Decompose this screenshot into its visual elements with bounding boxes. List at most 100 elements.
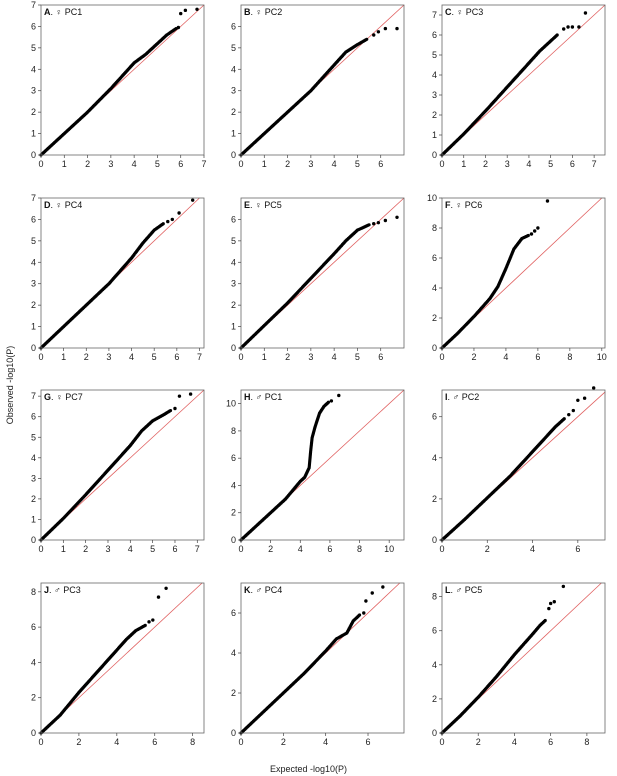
- y-tick-label: 2: [31, 494, 36, 504]
- panel-frame: [441, 197, 606, 349]
- panel-frame: [40, 389, 205, 541]
- qq-points: [39, 26, 178, 157]
- top-point: [176, 25, 181, 30]
- top-point: [545, 199, 550, 203]
- panel-frame: [40, 582, 205, 734]
- qq-points: [239, 400, 331, 542]
- y-tick-label: 0: [31, 343, 36, 353]
- top-point: [188, 392, 193, 396]
- y-tick-label: 1: [231, 322, 236, 332]
- x-tick-label: 6: [535, 352, 540, 362]
- panel-letter: K: [244, 585, 251, 595]
- top-point: [383, 218, 388, 223]
- top-point: [179, 11, 183, 16]
- panel-label: . ♂ PC5: [451, 585, 483, 595]
- y-tick-label: 1: [31, 322, 36, 332]
- panel-letter: B: [244, 7, 251, 17]
- y-tick-label: 4: [432, 283, 437, 293]
- y-tick-label: 3: [231, 279, 236, 289]
- x-tick-label: 4: [530, 544, 535, 554]
- y-tick-label: 0: [31, 150, 36, 160]
- x-tick-label: 7: [201, 159, 206, 169]
- y-tick-label: 3: [231, 86, 236, 96]
- y-tick-label: 4: [231, 64, 236, 74]
- top-point: [561, 584, 566, 589]
- y-tick-label: 0: [432, 343, 437, 353]
- y-tick-label: 6: [31, 214, 36, 224]
- x-tick-label: 6: [174, 352, 179, 362]
- x-tick-label: 7: [592, 159, 597, 169]
- panel-frame: [441, 389, 606, 541]
- qq-points: [39, 408, 173, 542]
- x-tick-label: 0: [439, 352, 444, 362]
- y-tick-label: 1: [31, 514, 36, 524]
- y-tick-label: 2: [432, 313, 437, 323]
- y-tick-label: 5: [231, 236, 236, 246]
- y-tick-label: 7: [31, 391, 36, 401]
- y-tick-label: 4: [31, 453, 36, 463]
- panel-letter: A: [44, 7, 51, 17]
- panel-title: E. ♀ PC5: [244, 200, 282, 210]
- qq-points: [440, 33, 559, 157]
- x-tick-label: 8: [357, 544, 362, 554]
- panel-title: A. ♀ PC1: [44, 7, 82, 17]
- qq-panel-h: 0 2 4 6 8 10 0 2 4 6 8 10 H. ♂ PC1: [226, 389, 405, 554]
- x-tick-label: 2: [83, 544, 88, 554]
- y-tick-label: 4: [231, 648, 236, 658]
- y-tick-label: 6: [231, 21, 236, 31]
- x-tick-label: 1: [62, 159, 67, 169]
- x-tick-label: 0: [38, 352, 43, 362]
- y-tick-label: 0: [231, 728, 236, 738]
- qq-panel-k: 0 2 4 6 0 2 4 6 K. ♂ PC4: [231, 582, 405, 747]
- x-tick-label: 2: [483, 159, 488, 169]
- x-tick-label: 2: [476, 737, 481, 747]
- x-tick-label: 1: [61, 352, 66, 362]
- panel-letter: L: [445, 585, 451, 595]
- y-tick-label: 5: [31, 432, 36, 442]
- x-tick-label: 4: [132, 159, 137, 169]
- panel-letter: F: [445, 200, 451, 210]
- panel-frame: [40, 4, 205, 156]
- x-tick-label: 6: [575, 544, 580, 554]
- top-point: [183, 8, 188, 13]
- x-tick-label: 4: [512, 737, 517, 747]
- y-tick-label: 4: [31, 657, 36, 667]
- top-point: [376, 30, 381, 34]
- y-tick-label: 6: [231, 453, 236, 463]
- y-tick-label: 7: [432, 10, 437, 20]
- x-tick-label: 6: [152, 737, 157, 747]
- y-tick-label: 0: [231, 150, 236, 160]
- panel-letter: I: [445, 392, 448, 402]
- top-point: [164, 586, 168, 590]
- y-tick-label: 6: [231, 608, 236, 618]
- y-tick-label: 5: [432, 50, 437, 60]
- x-axis-title: Expected -log10(P): [269, 764, 348, 774]
- panel-label: . ♀ PC5: [250, 200, 282, 210]
- qq-points: [239, 37, 369, 157]
- x-tick-label: 6: [378, 352, 383, 362]
- x-tick-label: 5: [150, 544, 155, 554]
- top-point: [337, 393, 341, 398]
- top-point: [381, 585, 385, 589]
- y-tick-label: 2: [432, 494, 437, 504]
- top-point: [173, 406, 177, 411]
- y-tick-label: 4: [432, 453, 437, 463]
- x-tick-label: 2: [281, 737, 286, 747]
- top-point: [195, 7, 199, 11]
- y-tick-label: 6: [31, 21, 36, 31]
- y-tick-label: 6: [432, 412, 437, 422]
- y-tick-label: 4: [31, 257, 36, 267]
- panel-label: . ♂ PC4: [251, 585, 283, 595]
- x-tick-label: 0: [439, 544, 444, 554]
- y-tick-label: 0: [432, 150, 437, 160]
- y-tick-label: 8: [31, 587, 36, 597]
- panel-letter: J: [44, 585, 49, 595]
